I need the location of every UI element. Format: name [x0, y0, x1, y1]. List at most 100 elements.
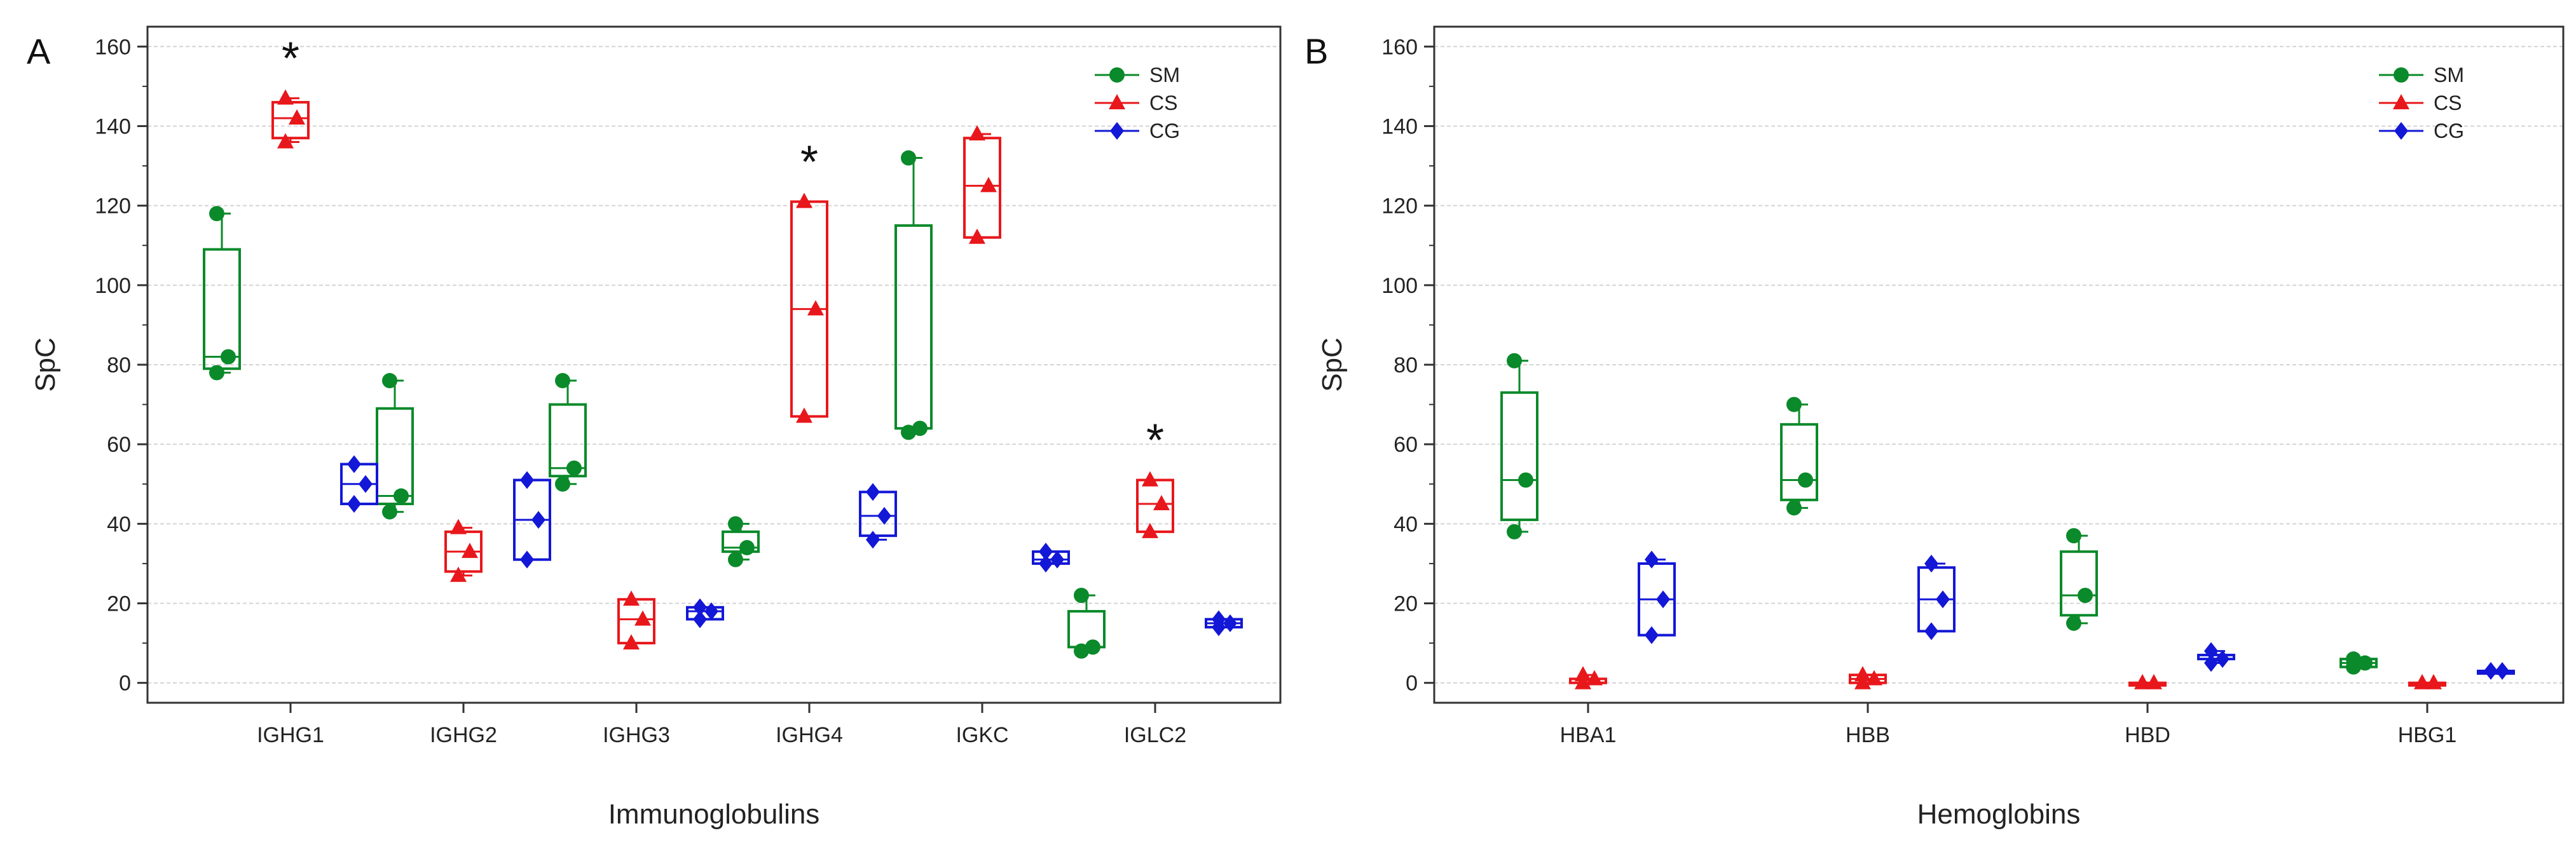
panel-b-box-cs-hbd — [2128, 674, 2167, 689]
panel-a-y-tick-label: 0 — [119, 672, 131, 696]
data-point — [2346, 651, 2361, 667]
panel-b-letter: B — [1305, 31, 1328, 71]
panel-b-box-sm-hbg1 — [2340, 651, 2378, 675]
data-point — [1074, 588, 1089, 604]
panel-a-x-tick-label: IGLC2 — [1124, 723, 1186, 747]
data-point — [969, 125, 985, 140]
data-point — [901, 424, 916, 440]
data-point — [209, 365, 224, 381]
data-point — [693, 610, 707, 628]
box-iqr — [549, 403, 587, 478]
panel-a-box-cg-ighg1 — [340, 455, 378, 513]
legend-marker — [1110, 122, 1124, 140]
panel-a-letter: A — [27, 31, 51, 71]
data-point — [2066, 528, 2081, 544]
box-iqr — [271, 100, 310, 140]
data-point — [623, 634, 640, 650]
panel-a-y-tick-label: 160 — [95, 35, 131, 59]
panel-b-box-cg-hbb — [1917, 554, 1956, 640]
data-point — [1085, 639, 1100, 655]
legend-label: CS — [1149, 91, 1177, 114]
panel-a-y-tick-label: 60 — [107, 433, 131, 457]
panel-a-significance-star: * — [282, 34, 299, 85]
panel-b-box-cg-hbd — [2197, 642, 2235, 672]
panel-a-x-axis-title: Immunoglobulins — [608, 799, 820, 830]
legend-label: CG — [2434, 119, 2464, 142]
data-point — [1645, 550, 1659, 569]
data-point — [728, 516, 743, 532]
panel-b-plot-frame — [1433, 25, 2565, 704]
data-point — [866, 483, 880, 501]
data-point — [1575, 674, 1591, 689]
data-point — [1507, 524, 1522, 539]
data-point — [277, 89, 294, 105]
data-point — [555, 476, 570, 492]
data-point — [704, 602, 718, 621]
panel-a-legend-item-cs: CS — [1095, 91, 1177, 114]
data-point — [520, 471, 534, 489]
data-point — [1924, 622, 1938, 640]
data-point — [382, 373, 397, 389]
panel-a-y-tick-label: 120 — [95, 194, 131, 219]
panel-b-legend-item-cg: CG — [2379, 119, 2464, 142]
legend-label: CG — [1149, 119, 1180, 142]
panel-b-gridlines — [1434, 46, 2563, 684]
data-point — [1645, 626, 1659, 644]
data-point — [1223, 614, 1237, 632]
data-point — [359, 475, 373, 493]
data-point — [901, 150, 916, 166]
data-point — [1518, 472, 1533, 488]
data-point — [796, 407, 812, 423]
box-iqr — [617, 598, 655, 645]
legend-marker — [1109, 67, 1125, 83]
data-point — [1212, 610, 1226, 628]
data-point — [693, 598, 707, 616]
panel-a-box-sm-ighg3 — [549, 373, 587, 492]
data-point — [912, 421, 928, 437]
data-point — [980, 177, 997, 193]
panel-b-box-sm-hbd — [2060, 528, 2098, 631]
data-point — [1050, 550, 1064, 569]
box-iqr — [1500, 391, 1538, 522]
panel-a-box-cs-ighg3 — [617, 590, 655, 650]
panel-b-box-cg-hbg1 — [2477, 661, 2515, 680]
data-point — [382, 504, 397, 520]
data-point — [1575, 666, 1591, 682]
data-point — [347, 495, 361, 513]
panel-b-y-tick-label: 120 — [1381, 194, 1418, 219]
data-point — [2204, 654, 2218, 672]
data-point — [462, 543, 478, 559]
panel-a-box-sm-ighg2 — [376, 373, 414, 520]
panel-a-gridlines — [147, 46, 1280, 684]
panel-b-x-axis-title: Hemoglobins — [1917, 799, 2081, 830]
panel-a-box-cs-igkc — [963, 125, 1001, 244]
panel-b: B 0 20 40 60 80 100 120 140 160 HBA1 HBB HBD HBG1 S… — [1305, 25, 2565, 830]
panel-a-box-cg-ighg4 — [859, 483, 897, 549]
panel-b-y-tick-label: 0 — [1406, 672, 1418, 696]
data-point — [277, 133, 294, 149]
panel-b-legend: SM CS CG — [2379, 64, 2464, 142]
panel-a-legend-item-sm: SM — [1095, 64, 1180, 86]
box-iqr — [859, 491, 897, 538]
box-iqr — [894, 224, 933, 430]
data-point — [1142, 471, 1158, 487]
data-point — [555, 373, 570, 389]
data-point — [450, 518, 467, 534]
panel-b-box-cg-hba1 — [1638, 550, 1676, 644]
data-point — [2357, 655, 2373, 671]
data-point — [796, 193, 812, 208]
data-point — [807, 300, 824, 316]
data-point — [209, 206, 224, 222]
legend-label: SM — [1149, 64, 1180, 86]
panel-a-y-tick-label: 40 — [107, 512, 131, 536]
panel-b-box-cs-hbg1 — [2408, 674, 2446, 689]
panel-a-box-cg-igkc — [1032, 543, 1070, 573]
data-point — [2146, 674, 2162, 689]
legend-marker — [2394, 67, 2409, 83]
panel-b-box-sm-hba1 — [1500, 353, 1538, 539]
data-point — [450, 566, 467, 582]
panel-a-box-sm-ighg1 — [203, 206, 241, 381]
panel-a-box-sm-iglc2 — [1067, 588, 1106, 659]
